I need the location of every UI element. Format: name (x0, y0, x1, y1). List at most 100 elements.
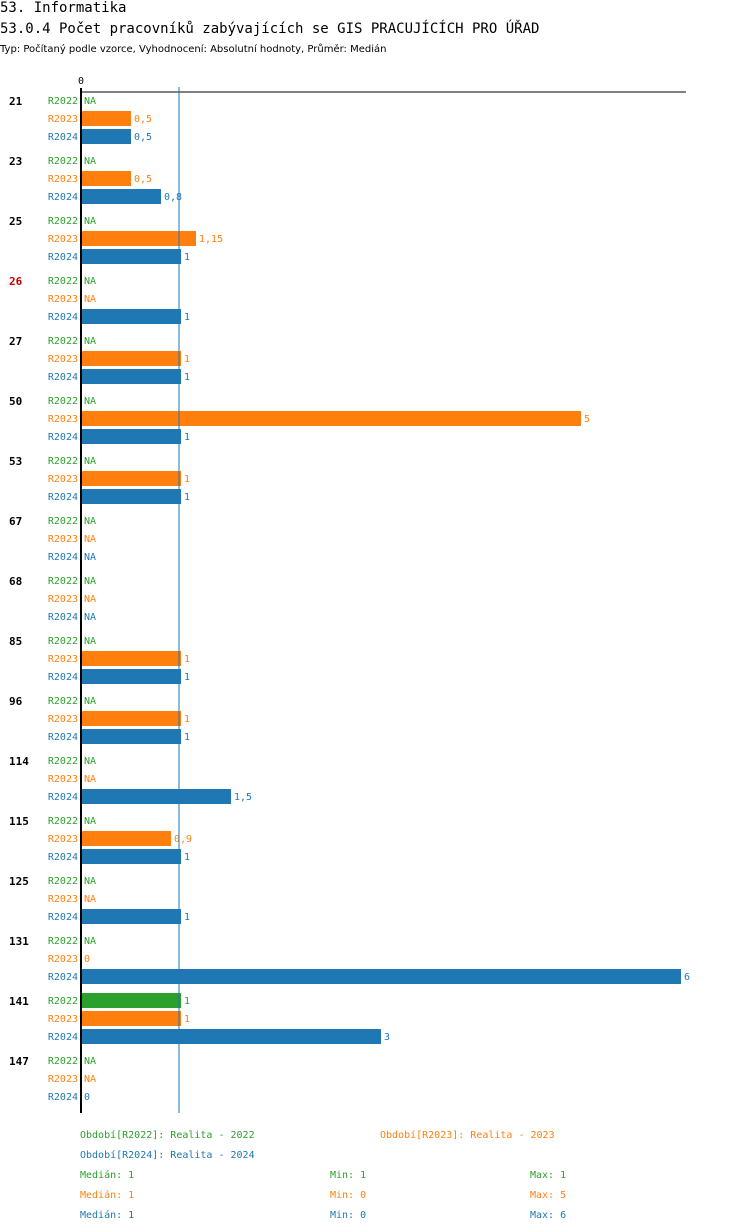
value-label: 1 (184, 654, 190, 665)
value-label: NA (84, 612, 96, 623)
bar-r2022 (81, 993, 181, 1008)
bar-r2024 (81, 849, 181, 864)
series-label: R2024 (48, 192, 78, 203)
value-label: NA (84, 816, 96, 827)
bar-r2024 (81, 429, 181, 444)
value-label: NA (84, 276, 96, 287)
value-label: 1 (184, 252, 190, 263)
series-label: R2023 (48, 594, 78, 605)
bar-r2023 (81, 711, 181, 726)
value-label: 1 (184, 474, 190, 485)
category-label: 50 (9, 395, 22, 408)
chart-subtitle: Typ: Počítaný podle vzorce, Vyhodnocení:… (0, 44, 387, 55)
category-label: 147 (9, 1055, 29, 1068)
series-label: R2023 (48, 414, 78, 425)
series-label: R2023 (48, 1014, 78, 1025)
series-label: R2022 (48, 816, 78, 827)
value-label: 3 (384, 1032, 390, 1043)
series-label: R2022 (48, 576, 78, 587)
stat-median: Medián: 1 (80, 1209, 134, 1221)
bar-r2023 (81, 471, 181, 486)
bar-r2024 (81, 309, 181, 324)
series-label: R2024 (48, 492, 78, 503)
value-label: 1 (184, 852, 190, 863)
series-label: R2024 (48, 852, 78, 863)
series-label: R2023 (48, 354, 78, 365)
series-label: R2023 (48, 294, 78, 305)
value-label: NA (84, 516, 96, 527)
bar-r2024 (81, 189, 161, 204)
category-label: 115 (9, 815, 29, 828)
bar-r2023 (81, 651, 181, 666)
value-label: NA (84, 336, 96, 347)
value-label: 5 (584, 414, 590, 425)
value-label: NA (84, 876, 96, 887)
stat-min: Min: 0 (330, 1210, 366, 1221)
category-label: 125 (9, 875, 29, 888)
category-label: 27 (9, 335, 22, 348)
series-label: R2022 (48, 516, 78, 527)
category-label: 85 (9, 635, 22, 648)
series-label: R2024 (48, 732, 78, 743)
series-label: R2023 (48, 654, 78, 665)
bar-r2023 (81, 111, 131, 126)
value-label: NA (84, 96, 96, 107)
stat-min: Min: 0 (330, 1190, 366, 1201)
value-label: 0,5 (134, 132, 152, 143)
bar-r2024 (81, 129, 131, 144)
value-label: NA (84, 756, 96, 767)
series-label: R2024 (48, 372, 78, 383)
series-label: R2022 (48, 1056, 78, 1067)
category-label: 23 (9, 155, 22, 168)
value-label: 1 (184, 912, 190, 923)
value-label: NA (84, 894, 96, 905)
stat-min: Min: 1 (330, 1170, 366, 1181)
value-label: 0,8 (164, 192, 182, 203)
bar-r2023 (81, 1011, 181, 1026)
series-label: R2023 (48, 954, 78, 965)
stat-max: Max: 6 (530, 1210, 566, 1221)
series-label: R2023 (48, 774, 78, 785)
series-label: R2023 (48, 234, 78, 245)
bar-r2024 (81, 249, 181, 264)
value-label: 1 (184, 996, 190, 1007)
series-label: R2023 (48, 174, 78, 185)
series-label: R2022 (48, 996, 78, 1007)
value-label: NA (84, 1074, 96, 1085)
value-label: 1 (184, 312, 190, 323)
series-label: R2024 (48, 252, 78, 263)
value-label: 1,15 (199, 234, 223, 245)
value-label: NA (84, 936, 96, 947)
series-label: R2024 (48, 1092, 78, 1103)
stat-max: Max: 1 (530, 1170, 566, 1181)
value-label: 1 (184, 714, 190, 725)
value-label: NA (84, 576, 96, 587)
bar-r2024 (81, 489, 181, 504)
series-label: R2023 (48, 114, 78, 125)
value-label: 1 (184, 354, 190, 365)
value-label: 1 (184, 372, 190, 383)
series-label: R2022 (48, 276, 78, 287)
value-label: 1 (184, 732, 190, 743)
series-label: R2023 (48, 834, 78, 845)
series-label: R2023 (48, 894, 78, 905)
legend-entry: Období[R2022]: Realita - 2022 (80, 1129, 255, 1141)
category-label: 141 (9, 995, 29, 1008)
category-label: 25 (9, 215, 22, 228)
category-label: 114 (9, 755, 29, 768)
stat-median: Medián: 1 (80, 1169, 134, 1181)
category-label: 68 (9, 575, 22, 588)
value-label: NA (84, 552, 96, 563)
value-label: 0,9 (174, 834, 192, 845)
bar-r2024 (81, 729, 181, 744)
category-label: 67 (9, 515, 22, 528)
value-label: 0,5 (134, 174, 152, 185)
series-label: R2022 (48, 756, 78, 767)
value-label: 0 (84, 1092, 90, 1103)
series-label: R2022 (48, 396, 78, 407)
stat-median: Medián: 1 (80, 1189, 134, 1201)
bar-r2023 (81, 171, 131, 186)
category-label: 21 (9, 95, 23, 108)
series-label: R2022 (48, 876, 78, 887)
